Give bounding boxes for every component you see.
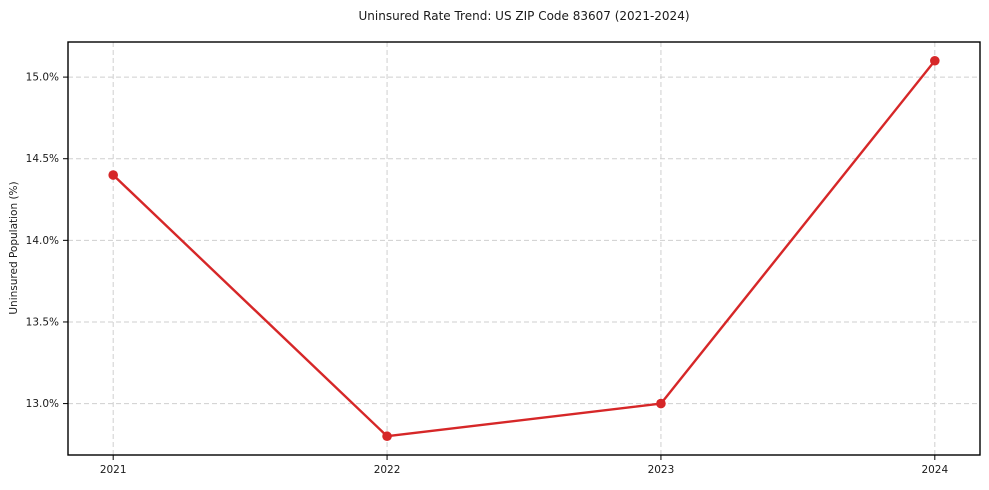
x-tick-label: 2022 (374, 464, 401, 476)
y-tick-label: 15.0% (26, 72, 59, 84)
y-tick-label: 13.5% (26, 316, 59, 328)
y-tick-label: 13.0% (26, 398, 59, 410)
y-tick-label: 14.0% (26, 235, 59, 247)
x-tick-label: 2021 (100, 464, 127, 476)
plot-border (67, 41, 981, 456)
x-tick-label: 2023 (648, 464, 675, 476)
chart-title: Uninsured Rate Trend: US ZIP Code 83607 … (358, 9, 690, 23)
data-point (930, 55, 940, 66)
x-tick-label: 2024 (921, 464, 948, 476)
trend-line (111, 59, 937, 438)
data-point (656, 398, 666, 409)
data-point (108, 170, 118, 180)
y-tick-label: 14.5% (26, 153, 59, 165)
data-point (382, 431, 392, 442)
